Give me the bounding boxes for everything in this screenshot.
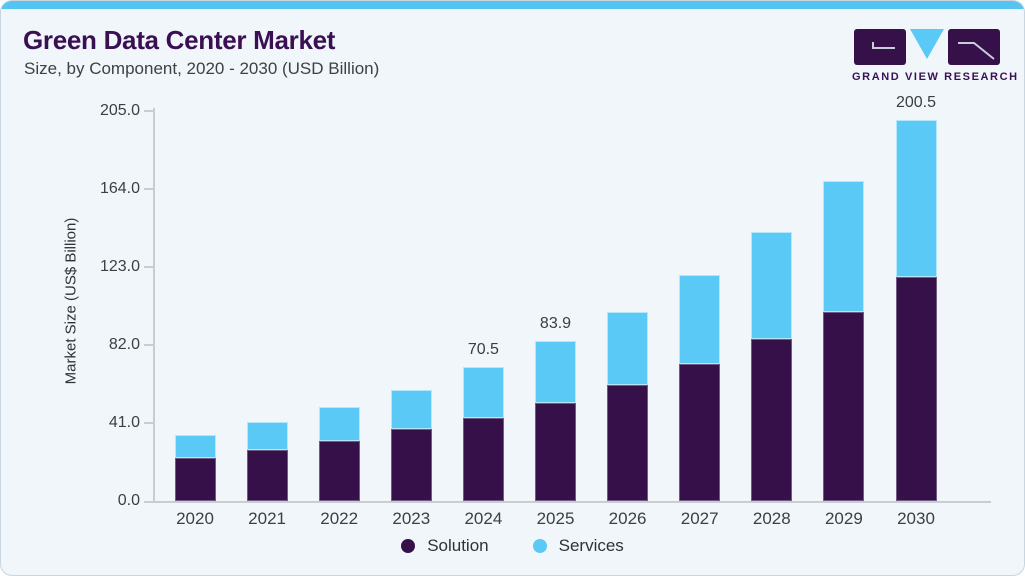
y-tick-mark (144, 110, 153, 112)
bar-segment-solution (318, 441, 360, 501)
gvr-logo-icon (854, 29, 1000, 65)
x-tick-label: 2026 (608, 509, 647, 528)
bar-segment-solution (462, 417, 504, 501)
x-tick-label: 2025 (536, 509, 575, 528)
bar-segment-services (462, 366, 504, 418)
bar-segment-solution (174, 457, 216, 501)
legend-dot-icon (532, 539, 547, 553)
bar-segment-solution (246, 449, 288, 501)
bar-segment-services (751, 231, 793, 340)
y-tick-label: 164.0 (99, 180, 140, 197)
bar-segment-services (535, 341, 576, 403)
bar-segment-services (679, 274, 721, 364)
x-tick-label: 2021 (248, 509, 286, 528)
bar-total-label: 70.5 (467, 340, 499, 358)
x-tick-label: 2029 (824, 509, 863, 528)
bar-total-label: 200.5 (895, 93, 937, 111)
page-title: Green Data Center Market (23, 25, 336, 55)
y-tick-mark (144, 422, 153, 424)
y-tick-label: 123.0 (99, 258, 140, 275)
grand-view-research-logo: GRAND VIEW RESEARCH (852, 29, 1019, 83)
x-tick-label: 2020 (176, 509, 214, 528)
x-axis-line (144, 501, 991, 503)
bar-segment-solution (895, 276, 937, 501)
bar-segment-solution (679, 363, 721, 501)
y-axis-line (153, 108, 155, 501)
page-subtitle: Size, by Component, 2020 - 2030 (USD Bil… (24, 59, 380, 78)
bar-total-label: 83.9 (539, 315, 572, 333)
bar-segment-services (318, 407, 360, 442)
x-tick-label: 2027 (680, 509, 719, 528)
legend-label: Solution (427, 536, 489, 555)
legend-label: Services (558, 536, 624, 555)
y-tick-label: 41.0 (108, 414, 140, 431)
bar-segment-solution (390, 429, 432, 501)
y-tick-label: 82.0 (108, 336, 140, 353)
y-tick-mark (144, 266, 153, 268)
legend-item-services: Services (532, 536, 624, 556)
x-tick-label: 2030 (897, 509, 935, 528)
bar-segment-services (174, 435, 216, 458)
bar-segment-solution (751, 339, 793, 501)
y-tick-mark (144, 344, 153, 346)
y-tick-label: 0.0 (117, 492, 140, 509)
x-tick-label: 2023 (392, 509, 431, 528)
legend-dot-icon (401, 539, 416, 553)
bar-segment-services (607, 312, 649, 385)
bar-segment-services (823, 180, 865, 312)
x-tick-label: 2028 (752, 509, 791, 528)
x-tick-label: 2024 (464, 509, 503, 528)
accent-top-strip (1, 1, 1024, 9)
bar-segment-solution (535, 402, 576, 501)
y-axis-title: Market Size (US$ Billion) (62, 217, 80, 385)
bar-segment-solution (823, 311, 865, 501)
bar-segment-solution (607, 384, 649, 501)
bar-segment-services (895, 119, 937, 277)
y-tick-label: 205.0 (99, 102, 140, 119)
bar-segment-services (390, 389, 432, 430)
chart-legend: Solution Services (1, 536, 1024, 556)
logo-text: GRAND VIEW RESEARCH (852, 71, 1019, 83)
bar-segment-services (246, 422, 288, 450)
x-tick-label: 2022 (320, 509, 359, 528)
y-tick-mark (144, 188, 153, 190)
legend-item-solution: Solution (401, 536, 489, 556)
